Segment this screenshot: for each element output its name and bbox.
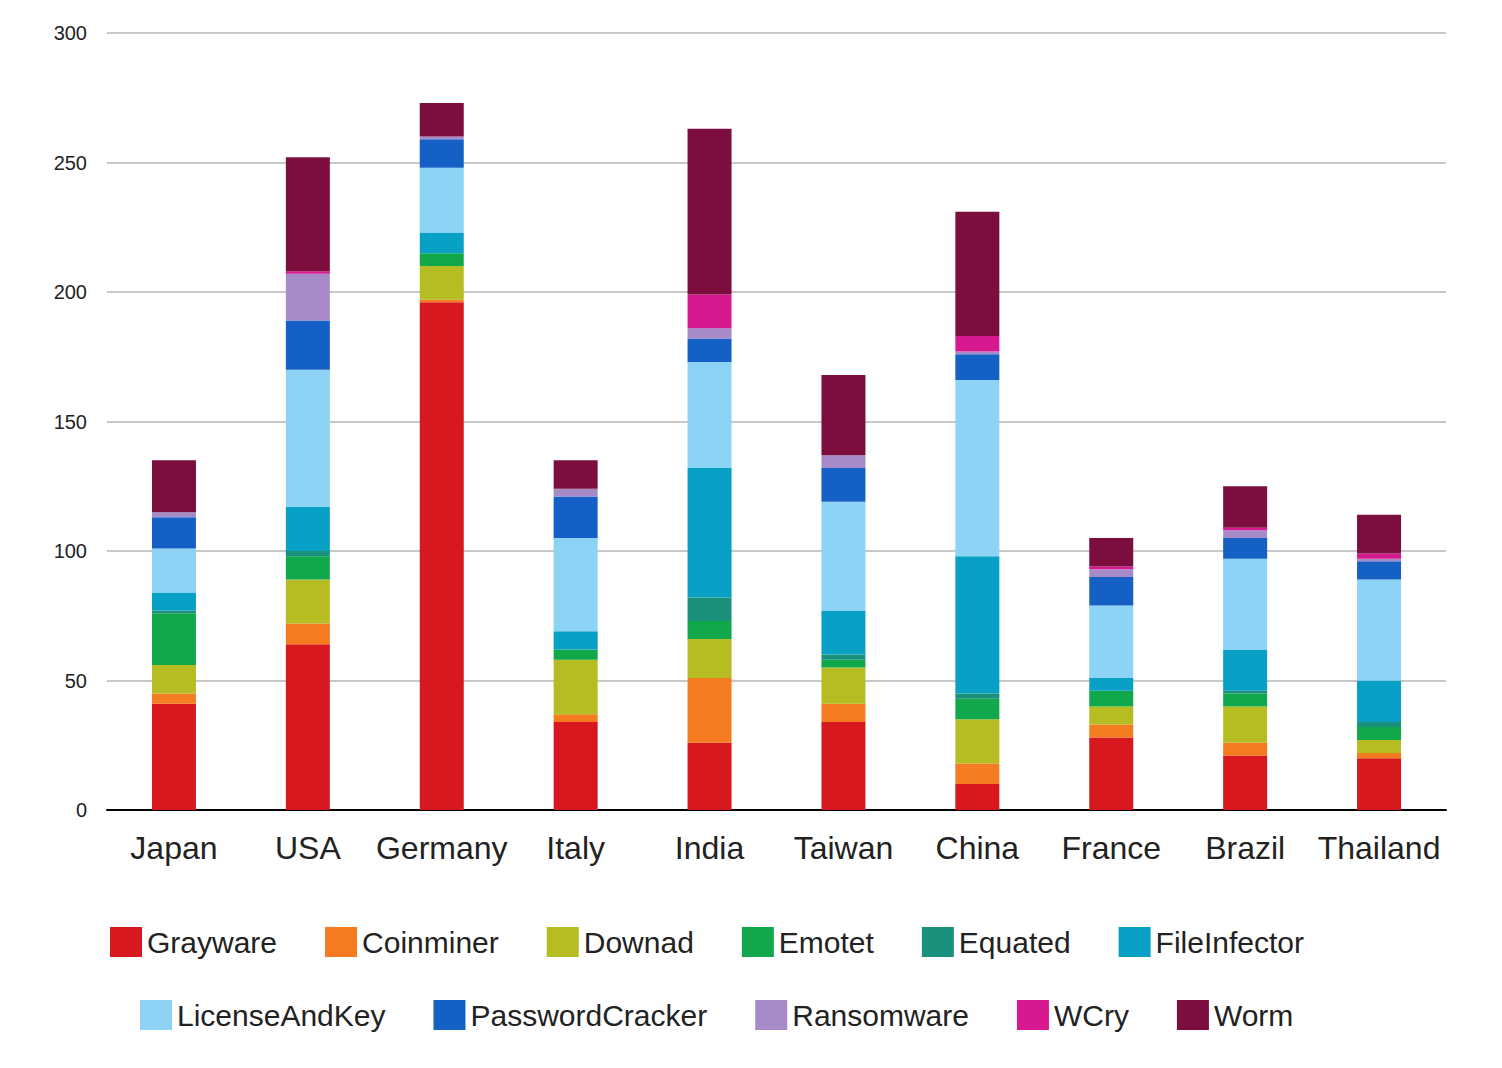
svg-text:Worm: Worm: [1214, 999, 1293, 1032]
svg-text:India: India: [675, 830, 745, 866]
svg-text:Downad: Downad: [584, 926, 694, 959]
svg-text:LicenseAndKey: LicenseAndKey: [177, 999, 385, 1032]
svg-text:PasswordCracker: PasswordCracker: [470, 999, 707, 1032]
svg-text:50: 50: [65, 670, 87, 692]
svg-text:150: 150: [54, 411, 87, 433]
svg-text:Taiwan: Taiwan: [794, 830, 894, 866]
svg-text:USA: USA: [275, 830, 341, 866]
svg-text:Ransomware: Ransomware: [792, 999, 969, 1032]
svg-text:Brazil: Brazil: [1205, 830, 1285, 866]
svg-text:100: 100: [54, 540, 87, 562]
svg-text:250: 250: [54, 152, 87, 174]
svg-text:Coinminer: Coinminer: [362, 926, 499, 959]
svg-text:China: China: [936, 830, 1020, 866]
svg-text:WCry: WCry: [1054, 999, 1129, 1032]
svg-text:Emotet: Emotet: [779, 926, 875, 959]
svg-text:300: 300: [54, 22, 87, 44]
svg-text:Thailand: Thailand: [1318, 830, 1441, 866]
svg-text:FileInfector: FileInfector: [1156, 926, 1304, 959]
svg-text:Equated: Equated: [959, 926, 1071, 959]
svg-text:Japan: Japan: [130, 830, 217, 866]
svg-text:France: France: [1061, 830, 1161, 866]
svg-text:0: 0: [76, 799, 87, 821]
svg-text:200: 200: [54, 281, 87, 303]
svg-text:Italy: Italy: [546, 830, 605, 866]
svg-text:Grayware: Grayware: [147, 926, 277, 959]
svg-text:Germany: Germany: [376, 830, 508, 866]
